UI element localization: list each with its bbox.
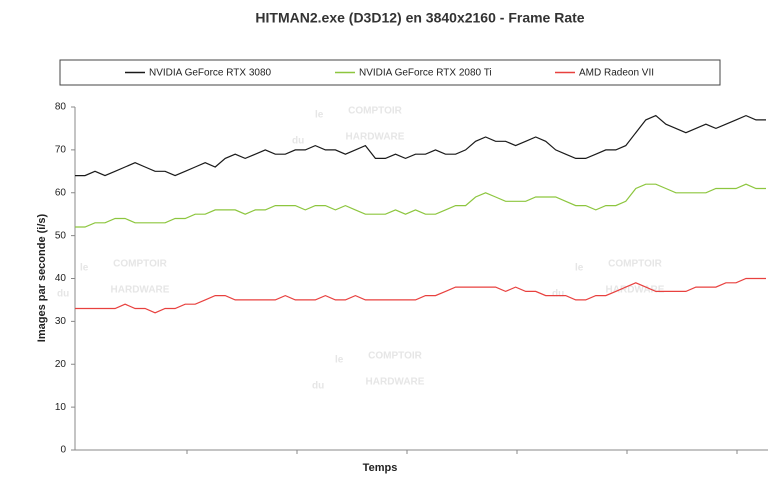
watermark: HARDWARE: [606, 285, 665, 296]
y-tick-label: 70: [55, 145, 67, 156]
y-axis-title: Images par seconde (i/s): [36, 213, 48, 342]
x-axis-title: Temps: [363, 462, 398, 474]
watermark: le: [315, 110, 324, 121]
series-line: [75, 183, 766, 228]
watermark: du: [552, 289, 564, 300]
watermark: HARDWARE: [366, 377, 425, 388]
series-line: [75, 277, 766, 314]
watermark: COMPTOIR: [608, 259, 662, 270]
legend-label: AMD Radeon VII: [579, 68, 654, 79]
watermark: du: [292, 136, 304, 147]
watermark: du: [312, 381, 324, 392]
y-tick-label: 20: [55, 359, 67, 370]
watermark: le: [575, 263, 584, 274]
series-line: [75, 114, 766, 177]
y-tick-label: 10: [55, 402, 67, 413]
legend-box: [59, 59, 721, 86]
y-tick-label: 0: [60, 445, 66, 456]
y-tick-label: 60: [55, 187, 67, 198]
watermark: du: [57, 289, 69, 300]
y-tick-label: 40: [55, 273, 67, 284]
watermark: HARDWARE: [346, 132, 405, 143]
watermark: le: [80, 263, 89, 274]
watermark: le: [335, 355, 344, 366]
y-tick-label: 80: [55, 102, 67, 113]
legend-label: NVIDIA GeForce RTX 2080 Ti: [359, 68, 492, 79]
watermark: COMPTOIR: [368, 351, 422, 362]
y-tick-label: 30: [55, 316, 67, 327]
y-tick-label: 50: [55, 230, 67, 241]
watermark: COMPTOIR: [348, 106, 402, 117]
chart-title: HITMAN2.exe (D3D12) en 3840x2160 - Frame…: [255, 10, 584, 26]
watermark: HARDWARE: [111, 285, 170, 296]
legend-label: NVIDIA GeForce RTX 3080: [149, 68, 272, 79]
watermark: COMPTOIR: [113, 259, 167, 270]
